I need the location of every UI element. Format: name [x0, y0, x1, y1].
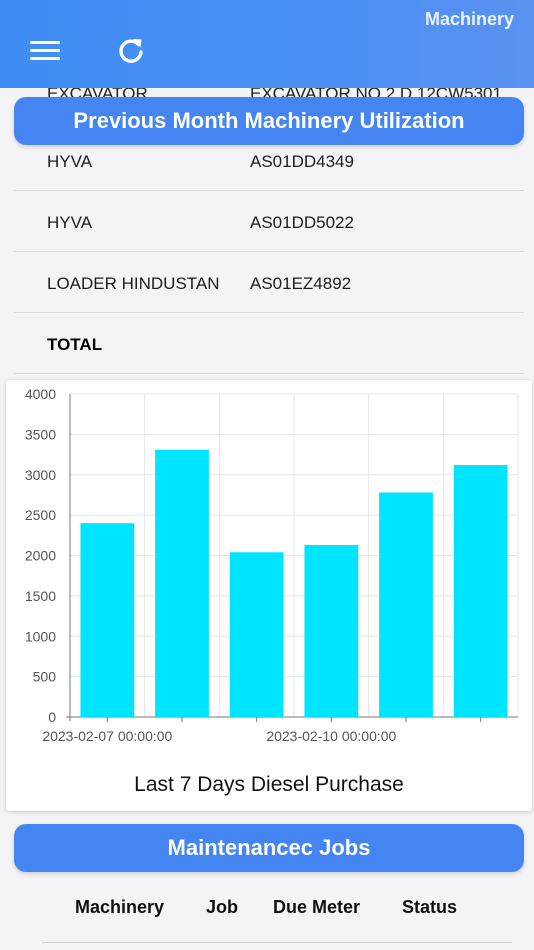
machine-reg: AS01DD4349 [250, 152, 354, 171]
chart-bar [379, 492, 433, 717]
maintenance-table-header: Machinery Job Due Meter Status [0, 897, 534, 921]
x-tick-label: 2023-02-10 00:00:00 [266, 728, 396, 744]
y-tick-label: 2500 [25, 507, 56, 523]
chart-bar [304, 545, 359, 717]
chart-bar [229, 552, 284, 717]
table-row: LOADER HINDUSTAN AS01EZ4892 [14, 252, 524, 313]
y-tick-label: 500 [33, 669, 57, 685]
column-header-status: Status [402, 897, 458, 917]
x-tick-label: 2023-02-07 00:00:00 [42, 728, 172, 744]
app-bar: Machinery [0, 0, 534, 88]
y-tick-label: 1000 [25, 628, 56, 644]
machine-name: LOADER HINDUSTAN [47, 274, 220, 293]
utilization-banner[interactable]: Previous Month Machinery Utilization [14, 97, 524, 145]
refresh-button[interactable] [114, 34, 148, 68]
y-tick-label: 0 [48, 709, 56, 725]
menu-button[interactable] [28, 34, 62, 68]
chart-title: Last 7 Days Diesel Purchase [134, 773, 404, 796]
hamburger-icon-line [30, 57, 60, 60]
machine-reg: AS01EZ4892 [250, 274, 352, 293]
table-row-total: TOTAL [14, 313, 524, 374]
divider [42, 942, 512, 943]
refresh-icon [119, 39, 143, 63]
total-label: TOTAL [47, 335, 103, 354]
y-tick-label: 2000 [25, 548, 56, 564]
table-row: HYVA AS01DD5022 [14, 191, 524, 252]
app-title: Machinery [424, 9, 514, 29]
machine-name: HYVA [47, 152, 93, 171]
maintenance-banner[interactable]: Maintenancec Jobs [14, 824, 524, 872]
machine-name: HYVA [47, 213, 93, 232]
diesel-bar-chart[interactable]: 0 500 1000 1500 2000 2500 3000 3500 4000 2023-02-… [6, 380, 532, 770]
chart-bar [155, 449, 209, 717]
column-header-job: Job [206, 897, 239, 917]
y-tick-label: 3000 [25, 467, 56, 483]
table-row: HYVA AS01DD4349 [14, 130, 524, 191]
hamburger-icon-line [30, 41, 60, 44]
chart-bar [80, 523, 135, 717]
utilization-table: HYVA AS01DD4349 HYVA AS01DD5022 LOADER H… [14, 130, 524, 374]
machine-reg: AS01DD5022 [250, 213, 354, 232]
hamburger-icon-line [30, 49, 60, 52]
column-header-machinery: Machinery [75, 897, 165, 917]
chart-bar [453, 465, 508, 717]
y-tick-label: 1500 [25, 588, 56, 604]
diesel-chart-card: 0 500 1000 1500 2000 2500 3000 3500 4000 2023-02-… [6, 380, 532, 811]
column-header-due-meter: Due Meter [273, 897, 361, 917]
y-tick-label: 4000 [25, 386, 56, 402]
y-tick-label: 3500 [25, 426, 56, 442]
